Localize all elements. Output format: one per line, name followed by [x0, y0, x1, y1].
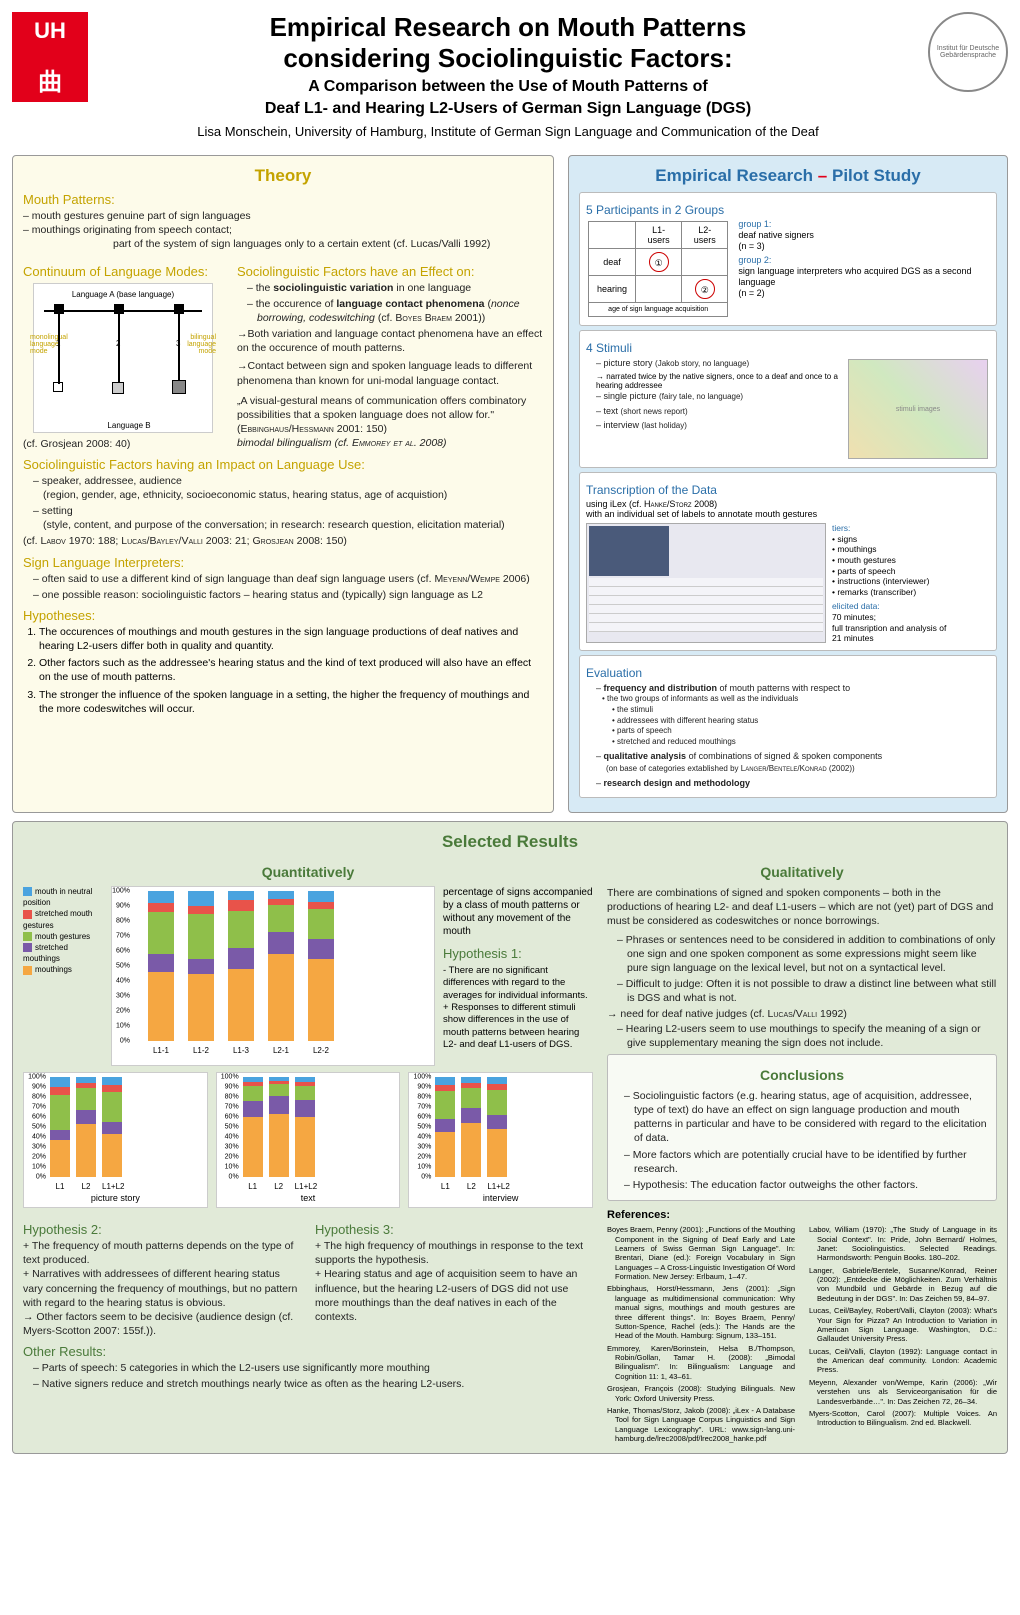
hyp-2: Other factors such as the addressee's he…	[39, 656, 543, 684]
impact-1: speaker, addressee, audience(region, gen…	[33, 474, 543, 502]
quote: „A visual-gestural means of communicatio…	[237, 394, 543, 422]
ilex-screenshot	[586, 523, 826, 643]
quant-title: Quantitatively	[23, 864, 593, 880]
subtitle-1: A Comparison between the Use of Mouth Pa…	[100, 78, 916, 96]
qual-title: Qualitatively	[607, 864, 997, 880]
eval-1: frequency and distribution of mouth patt…	[596, 682, 990, 748]
eval-3: research design and methodology	[596, 777, 990, 789]
socio-arrow-2: →Contact between sign and spoken languag…	[237, 359, 543, 387]
results-title: Selected Results	[23, 832, 997, 852]
theory-section: Theory Mouth Patterns: – mouth gestures …	[12, 155, 554, 813]
results-section: Selected Results Quantitatively mouth in…	[12, 821, 1008, 1454]
qual-3: → need for deaf native judges (cf. Lucas…	[607, 1007, 997, 1021]
chart-legend: mouth in neutral position stretched mout…	[23, 886, 103, 1066]
stimuli-box: 4 Stimuli stimuli images picture story (…	[579, 330, 997, 468]
qual-intro: There are combinations of signed and spo…	[607, 886, 997, 929]
mp-gestures: – mouth gestures genuine part of sign la…	[23, 209, 543, 223]
socio-arrow-1: →Both variation and language contact phe…	[237, 327, 543, 355]
pilot-section: Empirical Research – Pilot Study 5 Parti…	[568, 155, 1008, 813]
impact-2: setting(style, content, and purpose of t…	[33, 504, 543, 532]
socio-effect-1: the sociolinguistic variation in one lan…	[247, 281, 543, 295]
continuum-head: Continuum of Language Modes:	[23, 264, 223, 279]
interp-1: often said to use a different kind of si…	[33, 572, 543, 586]
socio-effect-2: the occurence of language contact phenom…	[247, 297, 543, 325]
continuum-cite: (cf. Grosjean 2008: 40)	[23, 437, 223, 451]
pilot-title: Empirical Research – Pilot Study	[579, 166, 997, 186]
concl-1: Sociolinguistic factors (e.g. hearing st…	[624, 1089, 990, 1146]
hyp-3: The stronger the influence of the spoken…	[39, 688, 543, 716]
other-2: Native signers reduce and stretch mouthi…	[33, 1377, 593, 1391]
mini-charts-row: 0%10%20%30%40%50%60%70%80%90%100%L1L2L1+…	[23, 1072, 593, 1208]
mouth-patterns-head: Mouth Patterns:	[23, 192, 543, 207]
theory-title: Theory	[23, 166, 543, 186]
references: Boyes Braem, Penny (2001): „Functions of…	[607, 1225, 997, 1443]
socio-effect-head: Sociolinguistic Factors have an Effect o…	[237, 264, 543, 279]
hyp-1: The occurences of mouthings and mouth ge…	[39, 625, 543, 653]
quant-desc: percentage of signs accompanied by a cla…	[443, 886, 593, 938]
qual-4: Hearing L2-users seem to use mouthings t…	[617, 1022, 997, 1050]
subtitle-2: Deaf L1- and Hearing L2-Users of German …	[100, 100, 916, 118]
uhh-logo: UH 曲	[12, 12, 88, 102]
concl-2: More factors which are potentially cruci…	[624, 1148, 990, 1176]
evaluation-box: Evaluation frequency and distribution of…	[579, 655, 997, 798]
concl-3: Hypothesis: The education factor outweig…	[624, 1178, 990, 1192]
conclusions-title: Conclusions	[614, 1067, 990, 1083]
tiers-list: • signs• mouthings• mouth gestures• part…	[832, 534, 946, 598]
qual-1: Phrases or sentences need to be consider…	[617, 933, 997, 976]
authors: Lisa Monschein, University of Hamburg, I…	[100, 124, 916, 139]
eval-2: qualitative analysis of combinations of …	[596, 750, 990, 775]
qual-2: Difficult to judge: Often it is not poss…	[617, 977, 997, 1005]
transcription-box: Transcription of the Data using iLex (cf…	[579, 472, 997, 651]
bimodal: bimodal bilingualism (cf. Emmorey et al.…	[237, 436, 543, 450]
stimuli-thumbnail: stimuli images	[848, 359, 988, 459]
interp-2: one possible reason: sociolinguistic fac…	[33, 588, 543, 602]
refs-head: References:	[607, 1209, 997, 1221]
main-chart: L1-1L1-2L1-3L2-1L2-2 0%10%20%30%40%50%60…	[111, 886, 435, 1066]
other-1: Parts of speech: 5 categories in which t…	[33, 1361, 593, 1375]
mp-mouthings-1: – mouthings originating from speech cont…	[23, 223, 543, 237]
impact-cite: (cf. Labov 1970: 188; Lucas/Bayley/Valli…	[23, 534, 543, 548]
institute-logo: Institut für Deutsche Gebärdensprache	[928, 12, 1008, 92]
title-line-2: considering Sociolinguistic Factors:	[100, 43, 916, 74]
quote-cite: (Ebbinghaus/Hessmann 2001: 150)	[237, 422, 543, 436]
impact-head: Sociolinguistic Factors having an Impact…	[23, 457, 543, 472]
participants-box: 5 Participants in 2 Groups L1-usersL2-us…	[579, 192, 997, 326]
continuum-diagram: Language A (base language) monolingual l…	[33, 283, 213, 433]
hyp-head: Hypotheses:	[23, 608, 543, 623]
participants-table: L1-usersL2-users deaf① hearing② age of s…	[588, 221, 728, 317]
mp-mouthings-2: part of the system of sign languages onl…	[23, 237, 543, 251]
title-line-1: Empirical Research on Mouth Patterns	[100, 12, 916, 43]
poster-header: UH 曲 Empirical Research on Mouth Pattern…	[12, 12, 1008, 139]
interp-head: Sign Language Interpreters:	[23, 555, 543, 570]
